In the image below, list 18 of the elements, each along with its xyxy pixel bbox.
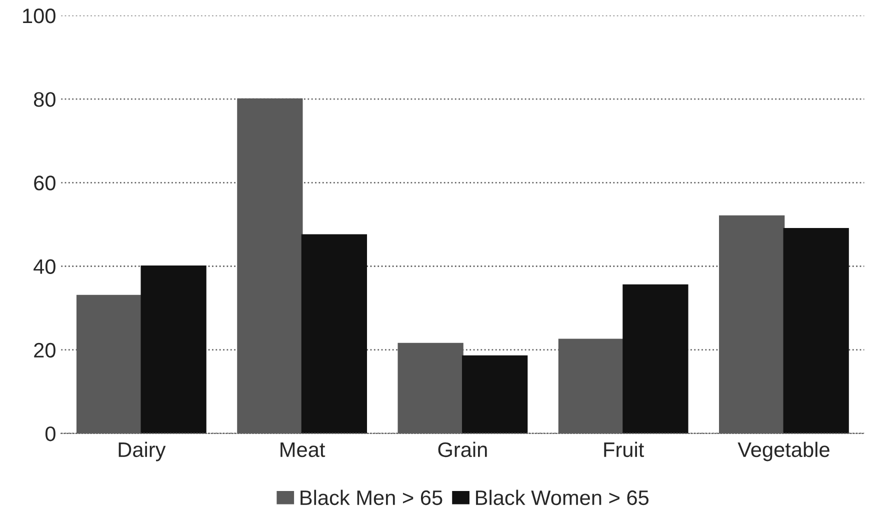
x-tick-label: Vegetable xyxy=(738,442,830,462)
bar xyxy=(462,355,528,434)
bar xyxy=(140,266,206,434)
bar xyxy=(301,234,368,434)
legend-label: Black Men > 65 xyxy=(300,490,442,506)
bar xyxy=(783,228,849,434)
legend-label: Black Women > 65 xyxy=(476,490,649,506)
y-tick-label: 20 xyxy=(34,342,56,358)
y-tick-label: 0 xyxy=(45,426,56,442)
x-tick-label: Meat xyxy=(280,442,326,458)
x-tick-label: Fruit xyxy=(604,442,644,458)
y-tick-label: 80 xyxy=(34,92,56,107)
x-tick-label: Dairy xyxy=(118,442,166,462)
y-tick-label: 100 xyxy=(23,8,56,24)
x-tick-label: Grain xyxy=(438,442,487,458)
y-tick-label: 60 xyxy=(34,176,56,190)
bar xyxy=(622,284,688,434)
y-tick-label: 40 xyxy=(34,259,56,274)
